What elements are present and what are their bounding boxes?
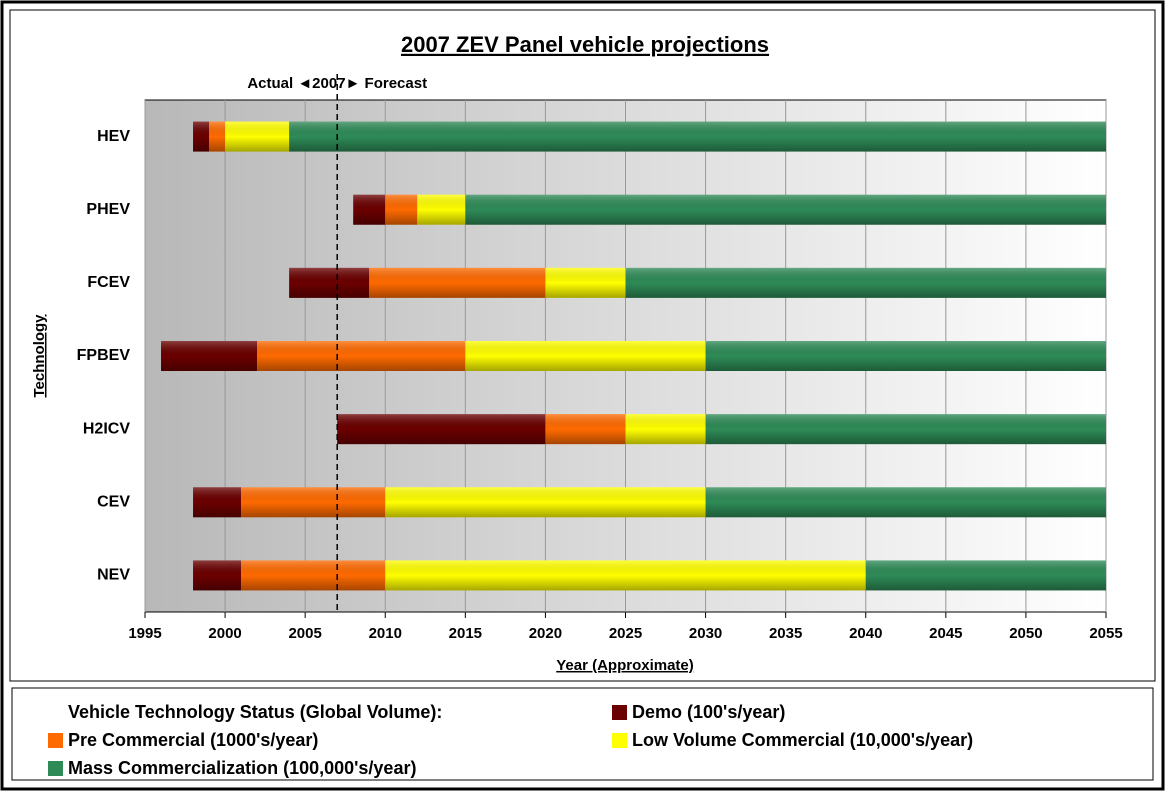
bar-shade (705, 414, 1106, 445)
y-tick-label: NEV (97, 567, 130, 584)
bar-shade (705, 487, 1106, 518)
legend-title: Vehicle Technology Status (Global Volume… (68, 702, 442, 722)
y-tick-label: H2ICV (83, 420, 130, 437)
bar-shade (225, 121, 290, 152)
legend-box (11, 687, 1154, 781)
x-tick-label: 2005 (288, 625, 321, 642)
legend-label: Demo (100's/year) (632, 702, 785, 722)
y-tick-label: FPBEV (77, 347, 131, 364)
bar-shade (161, 341, 258, 371)
bar-shade (353, 194, 386, 225)
bar-shade (193, 121, 210, 152)
x-tick-label: 2050 (1009, 625, 1042, 642)
bar-shade (465, 194, 1106, 225)
bar-shade (241, 487, 386, 518)
x-tick-label: 2000 (208, 625, 241, 642)
x-tick-label: 2015 (449, 625, 482, 642)
bar-shade (417, 194, 466, 225)
legend-label: Pre Commercial (1000's/year) (68, 730, 318, 750)
y-axis-title: Technology (31, 314, 48, 398)
bar-shade (369, 267, 546, 298)
y-tick-label: CEV (97, 494, 130, 511)
bar-shade (385, 487, 706, 518)
y-tick-label: HEV (97, 128, 130, 145)
bar-shade (465, 341, 706, 371)
legend-swatch (612, 733, 627, 748)
legend-swatch (48, 761, 63, 776)
bar-shade (193, 560, 242, 591)
x-tick-label: 2045 (929, 625, 962, 642)
bar-shade (337, 414, 546, 445)
legend-swatch (612, 705, 627, 720)
x-tick-label: 2035 (769, 625, 802, 642)
x-tick-label: 2040 (849, 625, 882, 642)
legend-label: Low Volume Commercial (10,000's/year) (632, 730, 973, 750)
bar-shade (241, 560, 386, 591)
x-tick-label: 2025 (609, 625, 642, 642)
y-tick-label: FCEV (87, 274, 130, 291)
x-tick-label: 2020 (529, 625, 562, 642)
annotation: Actual ◄2007► Forecast (247, 75, 427, 92)
bar-shade (625, 414, 706, 445)
legend-label: Mass Commercialization (100,000's/year) (68, 758, 416, 778)
x-tick-label: 2055 (1089, 625, 1122, 642)
bar-shade (289, 267, 370, 298)
bar-shade (385, 560, 866, 591)
bar-shade (209, 121, 226, 152)
x-axis-title: Year (Approximate) (556, 657, 694, 674)
bar-shade (865, 560, 1106, 591)
y-tick-label: PHEV (86, 201, 130, 218)
bar-shade (625, 267, 1106, 298)
bar-shade (289, 121, 1106, 152)
legend-swatch (48, 733, 63, 748)
bar-shade (545, 414, 626, 445)
bar-shade (705, 341, 1106, 371)
x-tick-label: 2010 (369, 625, 402, 642)
bar-shade (385, 194, 418, 225)
bar-shade (193, 487, 242, 518)
bar-shade (257, 341, 466, 371)
x-tick-label: 2030 (689, 625, 722, 642)
bar-shade (545, 267, 626, 298)
chart-title: 2007 ZEV Panel vehicle projections (401, 32, 769, 57)
x-tick-label: 1995 (128, 625, 161, 642)
